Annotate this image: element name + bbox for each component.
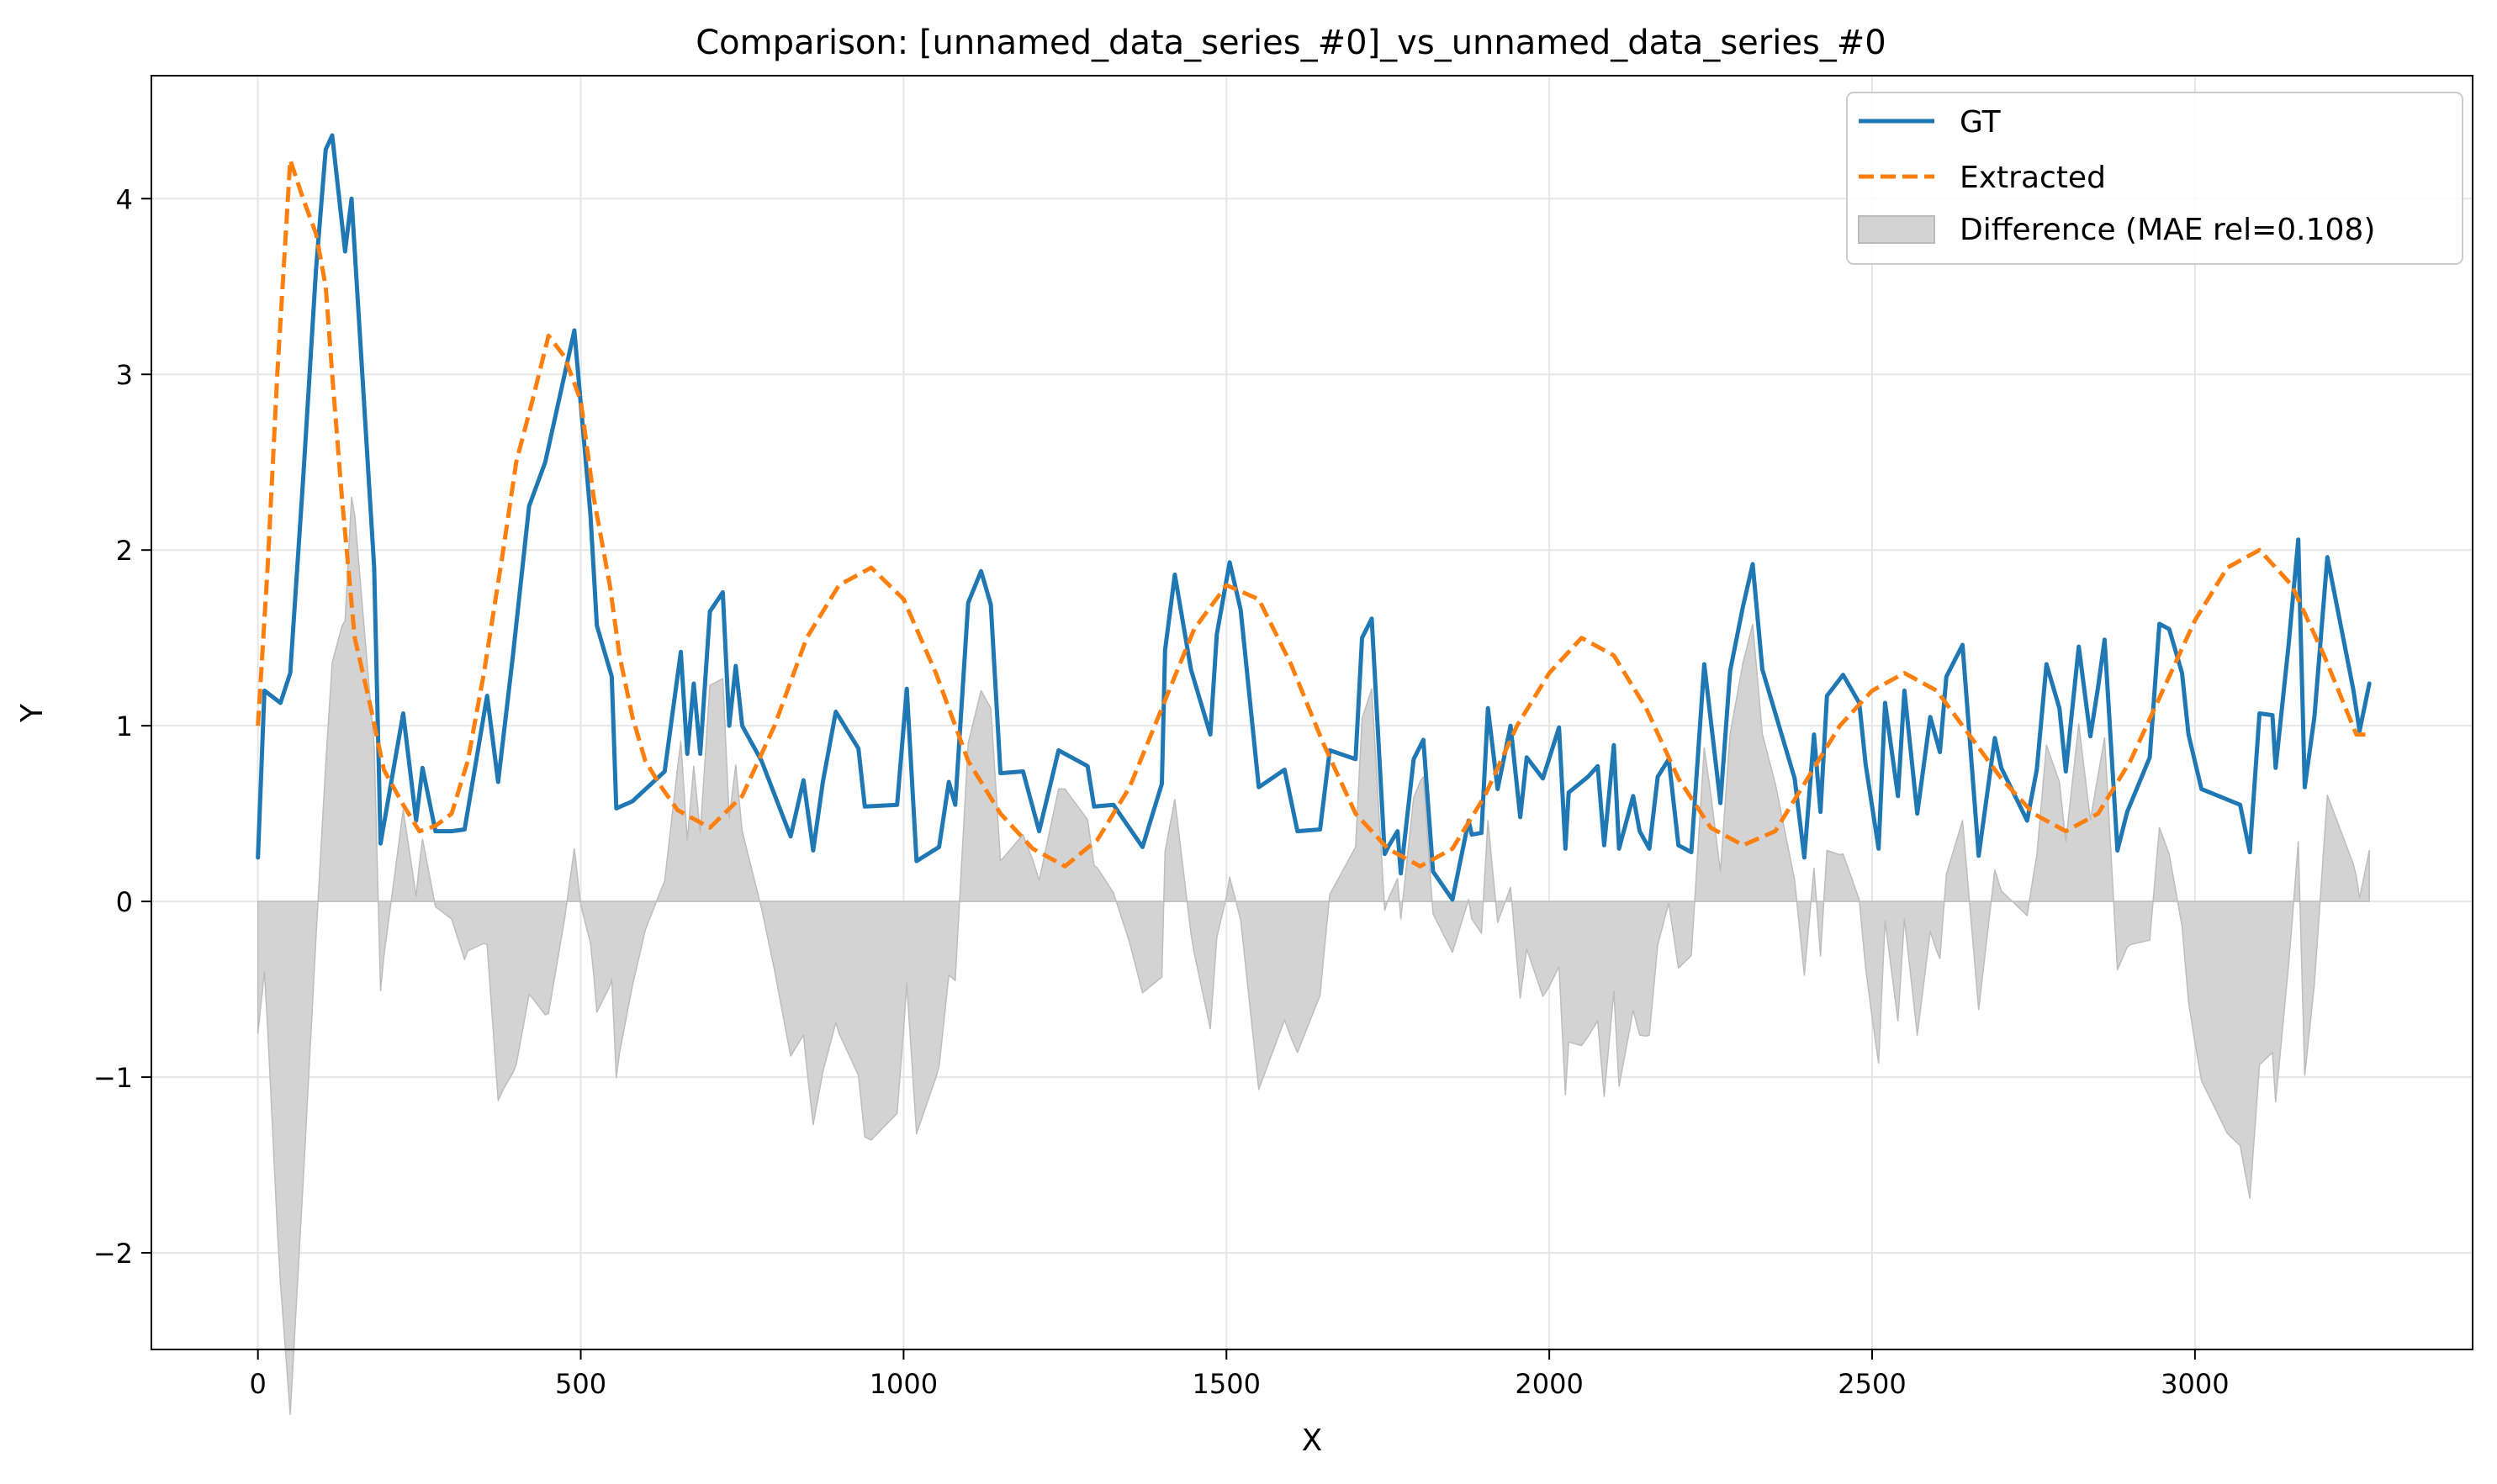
legend-gt-label: GT (1960, 105, 2002, 140)
x-axis-label: X (1302, 1423, 1323, 1458)
x-tick-label: 3000 (2161, 1368, 2229, 1400)
plot-frame (151, 75, 2473, 1350)
y-tick-label: −2 (93, 1238, 133, 1270)
x-tick-label: 500 (555, 1368, 606, 1400)
legend-difference-swatch (1858, 215, 1935, 244)
x-tick-label: 0 (249, 1368, 266, 1400)
x-tick-label: 1500 (1193, 1368, 1261, 1400)
series-layer (256, 133, 2372, 902)
y-axis-label: Y (15, 703, 50, 723)
y-tick-label: 1 (116, 710, 133, 742)
x-tick-label: 2500 (1838, 1368, 1906, 1400)
legend-difference-label: Difference (MAE rel=0.108) (1960, 213, 2375, 247)
chart-title: Comparison: [unnamed_data_series_#0]_vs_… (696, 24, 1886, 62)
gt-series-line (256, 133, 2372, 902)
legend-box (1846, 92, 2463, 265)
x-tick-label: 2000 (1515, 1368, 1583, 1400)
y-tick-label: 2 (116, 535, 133, 567)
difference-area (257, 496, 2370, 1416)
y-tick-label: −1 (93, 1062, 133, 1094)
extracted-series-line (256, 157, 2370, 869)
y-tick-label: 3 (116, 359, 133, 391)
y-tick-label: 0 (116, 886, 133, 918)
difference-fill-layer (257, 496, 2370, 1416)
y-tick-label: 4 (116, 183, 133, 215)
x-tick-label: 1000 (870, 1368, 938, 1400)
legend: GT Extracted Difference (MAE rel=0.108) (1846, 92, 2463, 265)
legend-extracted-label: Extracted (1960, 161, 2106, 195)
ticks: 0 500 1000 1500 2000 2500 3000 −2 −1 0 1 2 3 4 (93, 183, 2230, 1400)
